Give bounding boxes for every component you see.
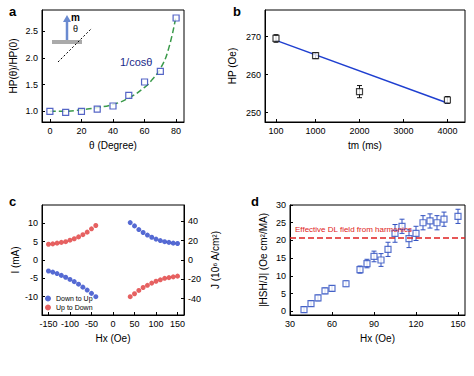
svg-text:-5: -5 [30,273,38,283]
svg-text:HP(θ)/HP(0): HP(θ)/HP(0) [8,38,19,93]
svg-text:270: 270 [246,32,261,42]
svg-text:4000: 4000 [437,126,457,136]
svg-text:-100: -100 [61,319,79,329]
svg-text:-10: -10 [25,292,38,302]
svg-text:d: d [251,194,259,209]
svg-text:m: m [71,12,80,23]
svg-text:-40: -40 [188,294,201,304]
svg-text:0: 0 [281,306,286,316]
svg-text:1.5: 1.5 [25,80,38,90]
svg-text:250: 250 [246,108,261,118]
svg-text:0: 0 [33,255,38,265]
svg-text:HP (Oe): HP (Oe) [227,48,238,85]
svg-text:260: 260 [246,70,261,80]
svg-text:tm (ms): tm (ms) [348,140,382,151]
svg-text:120: 120 [408,319,423,329]
svg-text:Effective DL field from harmon: Effective DL field from harmonics [295,225,412,234]
svg-text:80: 80 [171,126,181,136]
svg-text:Hx (Oe): Hx (Oe) [360,333,395,344]
svg-text:2000: 2000 [349,126,369,136]
svg-text:25: 25 [276,218,286,228]
svg-text:|HSH/J| (Oe cm²/MA): |HSH/J| (Oe cm²/MA) [258,213,269,307]
svg-text:J (10⁶ A/cm²): J (10⁶ A/cm²) [210,231,221,289]
svg-text:-150: -150 [39,319,57,329]
svg-text:3000: 3000 [393,126,413,136]
svg-text:10: 10 [276,271,286,281]
svg-text:Down to Up: Down to Up [56,295,93,303]
svg-text:0: 0 [110,319,115,329]
svg-text:1.0: 1.0 [25,106,38,116]
svg-text:θ (Degree): θ (Degree) [89,140,137,151]
svg-text:30: 30 [276,200,286,210]
svg-text:50: 50 [130,319,140,329]
svg-text:10: 10 [28,218,38,228]
svg-text:a: a [9,4,17,19]
svg-text:-20: -20 [188,274,201,284]
svg-text:40: 40 [108,126,118,136]
svg-text:15: 15 [276,253,286,263]
svg-text:θ: θ [73,24,78,34]
svg-text:1000: 1000 [306,126,326,136]
svg-text:b: b [233,4,241,19]
svg-text:150: 150 [450,319,465,329]
svg-text:0: 0 [188,255,193,265]
svg-text:90: 90 [369,319,379,329]
svg-text:1/cosθ: 1/cosθ [120,56,152,68]
svg-text:40: 40 [188,216,198,226]
svg-text:5: 5 [281,289,286,299]
svg-text:20: 20 [76,126,86,136]
svg-text:20: 20 [276,235,286,245]
svg-text:60: 60 [327,319,337,329]
svg-text:c: c [9,194,16,209]
svg-text:100: 100 [268,126,283,136]
svg-text:20: 20 [188,236,198,246]
svg-text:2.5: 2.5 [25,26,38,36]
svg-text:5: 5 [33,237,38,247]
svg-text:150: 150 [170,319,185,329]
svg-text:100: 100 [149,319,164,329]
svg-text:Hx (Oe): Hx (Oe) [96,333,131,344]
svg-text:-50: -50 [85,319,98,329]
svg-text:60: 60 [140,126,150,136]
svg-text:2.0: 2.0 [25,53,38,63]
svg-text:30: 30 [285,319,295,329]
svg-text:I (mA): I (mA) [10,246,21,273]
svg-text:0: 0 [47,126,52,136]
svg-text:Up to Down: Up to Down [56,304,93,312]
